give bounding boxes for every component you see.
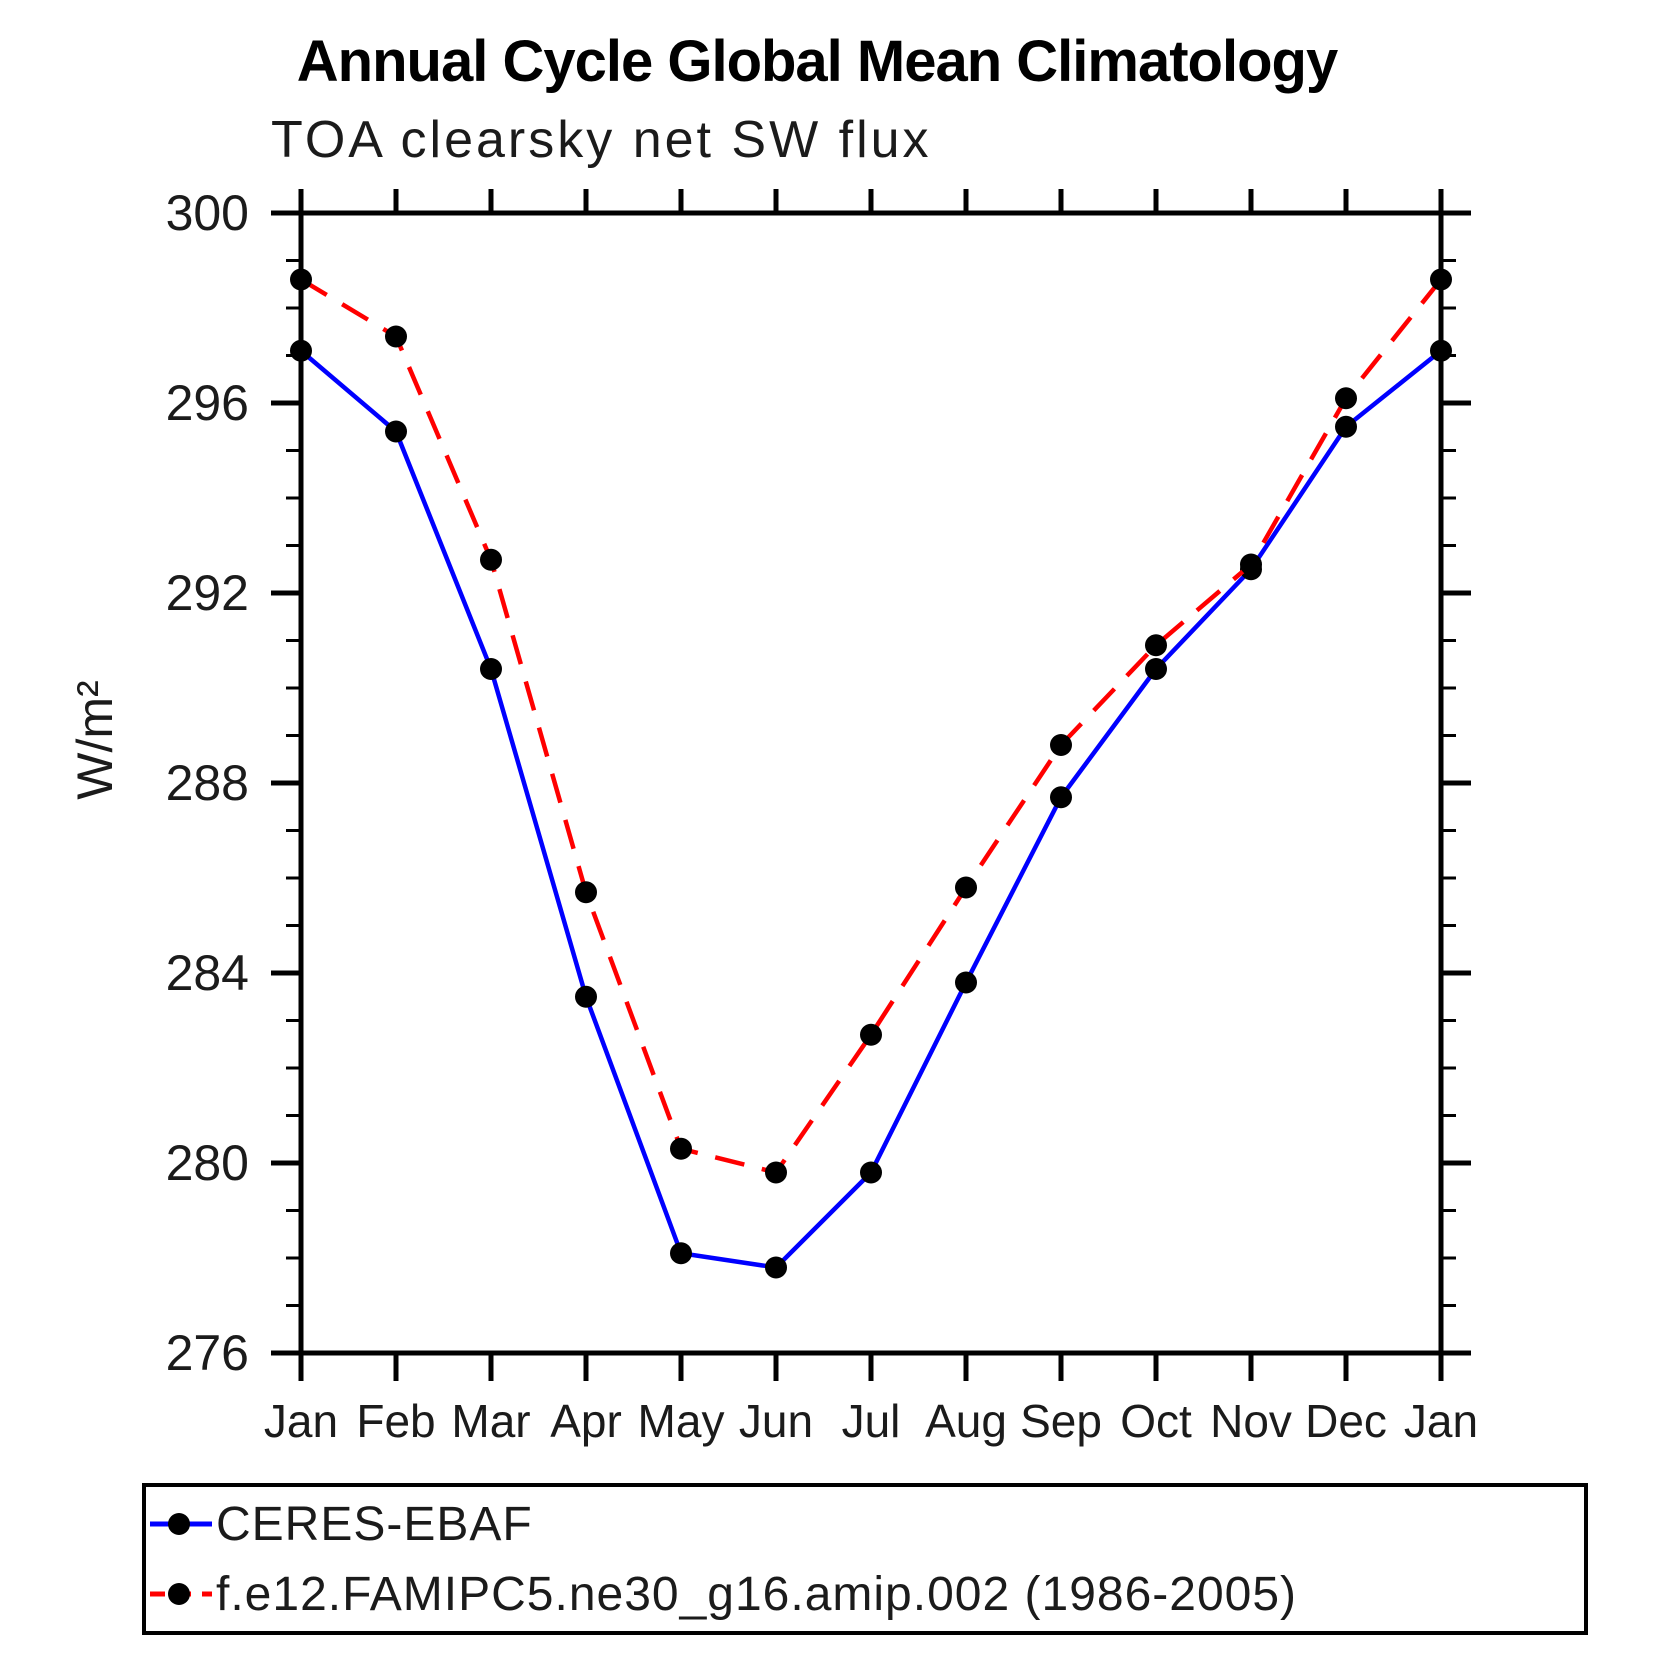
- svg-text:W/m²: W/m²: [67, 680, 123, 799]
- svg-text:288: 288: [166, 755, 249, 811]
- legend-line-sample-dashed: [150, 1583, 212, 1605]
- svg-text:May: May: [638, 1395, 725, 1447]
- svg-text:Jun: Jun: [739, 1395, 813, 1447]
- legend-item-ceres-ebaf: CERES-EBAF: [148, 1493, 533, 1555]
- svg-text:292: 292: [166, 565, 249, 621]
- legend-box: CERES-EBAF f.e12.FAMIPC5.ne30_g16.amip.0…: [142, 1483, 1588, 1635]
- svg-text:300: 300: [166, 185, 249, 241]
- svg-text:284: 284: [166, 945, 249, 1001]
- svg-text:Jan: Jan: [1404, 1395, 1478, 1447]
- svg-text:Dec: Dec: [1305, 1395, 1387, 1447]
- legend-line-sample-solid: [150, 1513, 212, 1535]
- svg-text:Oct: Oct: [1120, 1395, 1192, 1447]
- svg-text:296: 296: [166, 375, 249, 431]
- chart-title: Annual Cycle Global Mean Climatology: [296, 29, 1338, 94]
- svg-text:280: 280: [166, 1135, 249, 1191]
- svg-text:Feb: Feb: [356, 1395, 435, 1447]
- svg-text:Aug: Aug: [925, 1395, 1007, 1447]
- legend-item-model-run: f.e12.FAMIPC5.ne30_g16.amip.002 (1986-20…: [148, 1563, 1297, 1625]
- svg-text:Jul: Jul: [842, 1395, 901, 1447]
- legend-label-model-run: f.e12.FAMIPC5.ne30_g16.amip.002 (1986-20…: [216, 1567, 1298, 1621]
- chart-subtitle: TOA clearsky net SW flux: [271, 111, 932, 169]
- svg-text:Nov: Nov: [1210, 1395, 1292, 1447]
- svg-text:Mar: Mar: [451, 1395, 530, 1447]
- svg-text:276: 276: [166, 1325, 249, 1381]
- legend-label-ceres-ebaf: CERES-EBAF: [216, 1497, 533, 1551]
- svg-text:Apr: Apr: [550, 1395, 622, 1447]
- svg-text:Sep: Sep: [1020, 1395, 1102, 1447]
- svg-text:Jan: Jan: [264, 1395, 338, 1447]
